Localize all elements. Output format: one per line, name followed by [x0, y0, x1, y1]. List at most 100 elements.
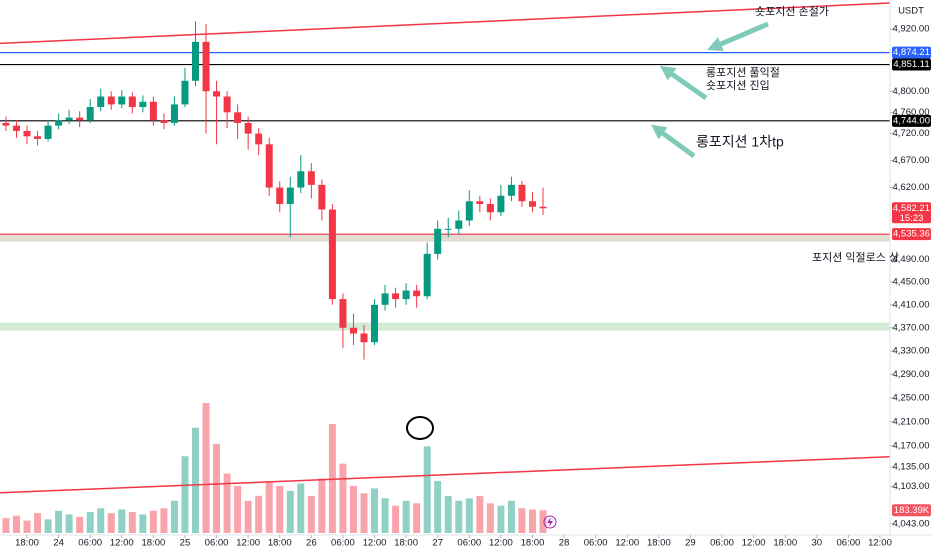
- x-tick-label: 06:00: [457, 538, 481, 549]
- candle-body: [149, 101, 157, 121]
- y-tick-label: 4,720.00: [893, 128, 930, 139]
- x-tick-label: 12:00: [363, 538, 387, 549]
- x-tick-label: 18:00: [15, 538, 39, 549]
- x-tick-label: 18:00: [394, 538, 418, 549]
- x-tick-label: 06:00: [78, 538, 102, 549]
- candle-body: [244, 122, 252, 134]
- candle-body: [297, 171, 305, 188]
- volume-bar: [371, 488, 379, 533]
- candle-body: [128, 96, 136, 108]
- y-tick-label: 4,135.00: [893, 462, 930, 473]
- x-tick-label: 30: [812, 538, 823, 549]
- candle-body: [528, 201, 536, 207]
- candle-body: [192, 41, 200, 81]
- volume-bar: [297, 483, 305, 533]
- last-price-bg: [892, 202, 931, 224]
- alert-icon[interactable]: [543, 515, 557, 529]
- volume-bar: [402, 500, 410, 533]
- candle-body: [455, 220, 463, 229]
- volume-bar: [107, 513, 115, 533]
- volume-bar: [192, 427, 200, 533]
- volume-bar: [265, 481, 273, 533]
- y-tick-label: 4,450.00: [893, 277, 930, 288]
- y-tick-label: 4,490.00: [893, 254, 930, 265]
- price-label-bg: [892, 114, 931, 127]
- candle-body: [234, 112, 242, 123]
- candle-body: [2, 122, 10, 126]
- volume-bar: [286, 490, 294, 533]
- price-label-bg: [892, 228, 931, 241]
- candle-body: [349, 327, 357, 334]
- volume-bar: [328, 424, 336, 533]
- volume-bar: [160, 508, 168, 533]
- price-label: 4,535.36: [893, 229, 930, 240]
- y-tick-label: 4,620.00: [893, 182, 930, 193]
- volume-bar: [118, 509, 126, 533]
- candle-body: [371, 304, 379, 343]
- candle-body: [23, 130, 31, 137]
- volume-bar: [423, 446, 431, 533]
- candle-body: [539, 206, 547, 209]
- x-tick-label: 18:00: [268, 538, 292, 549]
- annotation: 포지션 익절로스 상: [812, 251, 899, 264]
- volume-bar: [255, 495, 263, 533]
- candle-body: [413, 290, 421, 297]
- volume-bar: [34, 513, 42, 533]
- annotation: 롱포지션 1차tp: [696, 134, 784, 150]
- volume-bar: [139, 514, 147, 533]
- hand-circle: [406, 416, 434, 440]
- last-price-label: 4,582.21: [893, 203, 930, 214]
- candle-body: [255, 133, 263, 145]
- candle-body: [518, 184, 526, 202]
- candle-body: [307, 171, 315, 185]
- countdown: 15:23: [900, 213, 924, 224]
- volume-bar: [497, 505, 505, 533]
- annotation-arrow: [650, 124, 696, 159]
- x-tick-label: 12:00: [868, 538, 892, 549]
- volume-bar: [2, 518, 10, 533]
- candle-body: [86, 107, 94, 121]
- alert-icon-bolt: [547, 517, 553, 527]
- x-tick-label: 12:00: [110, 538, 134, 549]
- candle-body: [223, 96, 231, 113]
- price-label-bg: [892, 46, 931, 59]
- annotation-arrow: [707, 21, 769, 51]
- volume-bar: [307, 495, 315, 533]
- candle-body: [339, 299, 347, 328]
- y-tick-label: 4,250.00: [893, 392, 930, 403]
- x-tick-label: 18:00: [773, 538, 797, 549]
- candle-body: [423, 253, 431, 297]
- y-tick-label: 4,290.00: [893, 369, 930, 380]
- volume-bar: [434, 481, 442, 533]
- candle-body: [286, 187, 294, 204]
- x-tick-label: 24: [53, 538, 64, 549]
- volume-bar: [76, 516, 84, 533]
- volume-label: 183.39K: [894, 505, 930, 516]
- volume-bar: [170, 500, 178, 533]
- candle-body: [265, 144, 273, 188]
- volume-bar: [244, 500, 252, 533]
- price-label-bg: [892, 58, 931, 71]
- candle-body: [444, 228, 452, 230]
- volume-bar: [318, 478, 326, 533]
- trend-line: [0, 2, 891, 45]
- candle-body: [170, 104, 178, 123]
- volume-bar: [339, 463, 347, 533]
- volume-bar: [360, 493, 368, 533]
- price-label: 4,874.21: [893, 47, 930, 58]
- volume-bar: [65, 514, 73, 533]
- x-tick-label: 28: [559, 538, 570, 549]
- y-tick-label: 4,043.00: [893, 518, 930, 529]
- volume-bar: [23, 520, 31, 533]
- candle-body: [139, 101, 147, 108]
- candle-body: [181, 80, 189, 105]
- volume-bar: [149, 510, 157, 533]
- x-tick-label: 06:00: [331, 538, 355, 549]
- x-tick-label: 25: [180, 538, 191, 549]
- volume-bar: [444, 495, 452, 533]
- x-tick-label: 18:00: [521, 538, 545, 549]
- candle-body: [486, 203, 494, 213]
- volume-bar: [381, 498, 389, 533]
- volume-bar: [349, 485, 357, 533]
